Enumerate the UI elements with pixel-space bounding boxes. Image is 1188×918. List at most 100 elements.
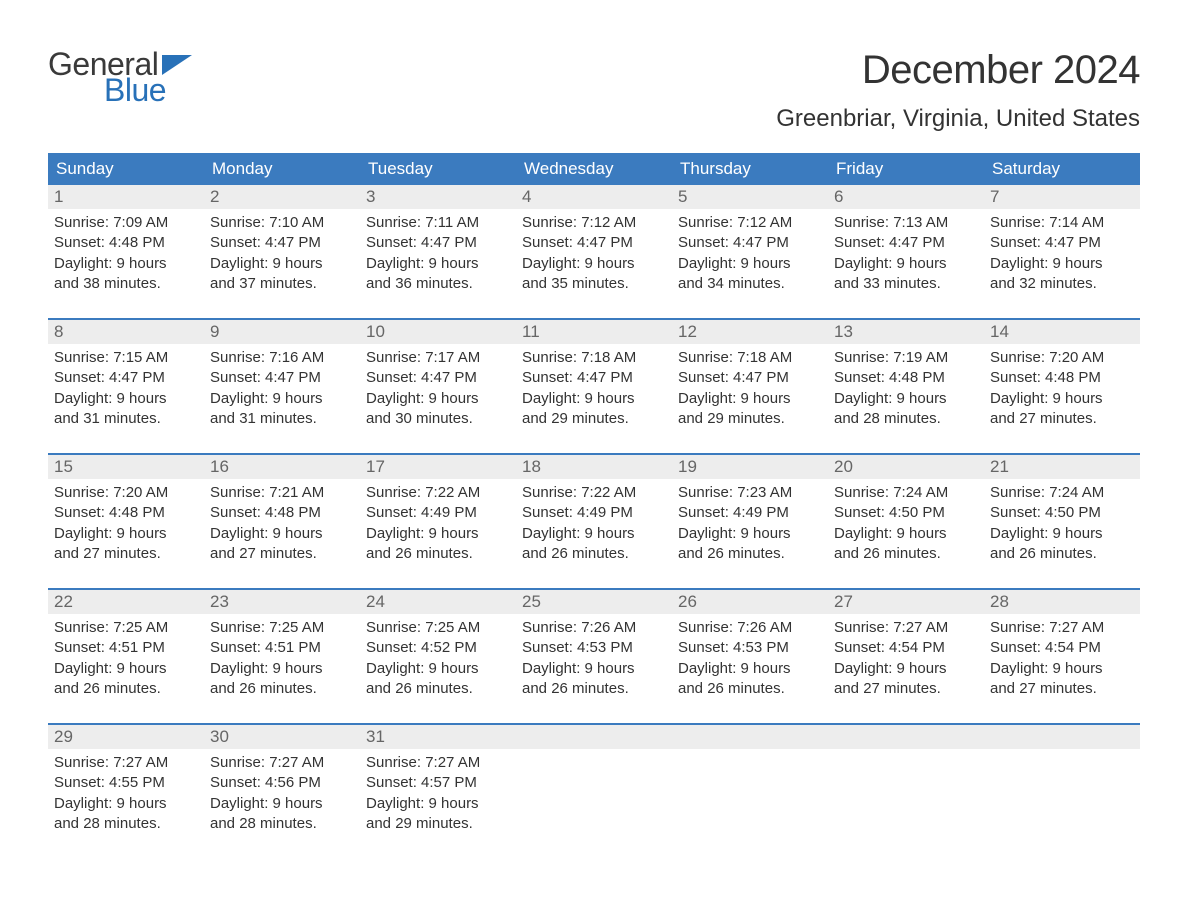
daylight-text-1: Daylight: 9 hours	[522, 389, 666, 409]
daylight-text-2: and 27 minutes.	[834, 679, 978, 699]
sunset-text: Sunset: 4:56 PM	[210, 773, 354, 793]
sunset-text: Sunset: 4:54 PM	[834, 638, 978, 658]
calendar-week: 293031Sunrise: 7:27 AMSunset: 4:55 PMDay…	[48, 723, 1140, 840]
sunrise-text: Sunrise: 7:15 AM	[54, 348, 198, 368]
calendar-week: 15161718192021Sunrise: 7:20 AMSunset: 4:…	[48, 453, 1140, 570]
sunrise-text: Sunrise: 7:23 AM	[678, 483, 822, 503]
daylight-text-2: and 28 minutes.	[54, 814, 198, 834]
sunrise-text: Sunrise: 7:26 AM	[678, 618, 822, 638]
day-of-week-header: Sunday Monday Tuesday Wednesday Thursday…	[48, 153, 1140, 185]
sunrise-text: Sunrise: 7:14 AM	[990, 213, 1134, 233]
sunset-text: Sunset: 4:47 PM	[54, 368, 198, 388]
day-cell: Sunrise: 7:17 AMSunset: 4:47 PMDaylight:…	[360, 344, 516, 435]
daylight-text-2: and 36 minutes.	[366, 274, 510, 294]
month-title: December 2024	[776, 48, 1140, 93]
sunrise-text: Sunrise: 7:13 AM	[834, 213, 978, 233]
daylight-text-1: Daylight: 9 hours	[990, 524, 1134, 544]
daylight-text-1: Daylight: 9 hours	[54, 389, 198, 409]
daylight-text-2: and 29 minutes.	[678, 409, 822, 429]
daylight-text-1: Daylight: 9 hours	[366, 524, 510, 544]
sunset-text: Sunset: 4:47 PM	[210, 233, 354, 253]
sunrise-text: Sunrise: 7:27 AM	[54, 753, 198, 773]
daylight-text-1: Daylight: 9 hours	[522, 254, 666, 274]
daylight-text-1: Daylight: 9 hours	[210, 254, 354, 274]
daylight-text-2: and 26 minutes.	[366, 679, 510, 699]
sunrise-text: Sunrise: 7:17 AM	[366, 348, 510, 368]
dow-saturday: Saturday	[984, 153, 1140, 185]
day-number: 4	[516, 185, 672, 209]
daylight-text-1: Daylight: 9 hours	[834, 389, 978, 409]
day-cell	[672, 749, 828, 840]
day-number: 11	[516, 320, 672, 344]
day-number: 28	[984, 590, 1140, 614]
day-number: 10	[360, 320, 516, 344]
sunrise-text: Sunrise: 7:18 AM	[522, 348, 666, 368]
sunset-text: Sunset: 4:48 PM	[990, 368, 1134, 388]
day-number: 18	[516, 455, 672, 479]
daylight-text-2: and 33 minutes.	[834, 274, 978, 294]
daylight-text-1: Daylight: 9 hours	[366, 794, 510, 814]
day-cell: Sunrise: 7:27 AMSunset: 4:54 PMDaylight:…	[984, 614, 1140, 705]
sunrise-text: Sunrise: 7:27 AM	[834, 618, 978, 638]
day-number: 25	[516, 590, 672, 614]
sunset-text: Sunset: 4:48 PM	[210, 503, 354, 523]
daylight-text-2: and 26 minutes.	[366, 544, 510, 564]
day-number: 13	[828, 320, 984, 344]
daylight-text-2: and 34 minutes.	[678, 274, 822, 294]
sunset-text: Sunset: 4:53 PM	[522, 638, 666, 658]
daylight-text-2: and 29 minutes.	[366, 814, 510, 834]
sunrise-text: Sunrise: 7:12 AM	[678, 213, 822, 233]
sunrise-text: Sunrise: 7:22 AM	[522, 483, 666, 503]
daylight-text-2: and 26 minutes.	[54, 679, 198, 699]
day-number: 16	[204, 455, 360, 479]
sunset-text: Sunset: 4:51 PM	[210, 638, 354, 658]
logo-text-blue: Blue	[104, 74, 192, 106]
sunset-text: Sunset: 4:47 PM	[834, 233, 978, 253]
day-number: 27	[828, 590, 984, 614]
daylight-text-2: and 26 minutes.	[522, 544, 666, 564]
page-header: General Blue December 2024 Greenbriar, V…	[48, 48, 1140, 145]
day-cell: Sunrise: 7:10 AMSunset: 4:47 PMDaylight:…	[204, 209, 360, 300]
day-number: 5	[672, 185, 828, 209]
sunset-text: Sunset: 4:47 PM	[366, 368, 510, 388]
daylight-text-1: Daylight: 9 hours	[210, 794, 354, 814]
sunset-text: Sunset: 4:48 PM	[54, 503, 198, 523]
day-number: 31	[360, 725, 516, 749]
day-cell	[984, 749, 1140, 840]
sunrise-text: Sunrise: 7:24 AM	[990, 483, 1134, 503]
sunset-text: Sunset: 4:57 PM	[366, 773, 510, 793]
dow-thursday: Thursday	[672, 153, 828, 185]
day-number: 1	[48, 185, 204, 209]
day-cell: Sunrise: 7:27 AMSunset: 4:57 PMDaylight:…	[360, 749, 516, 840]
day-cell: Sunrise: 7:13 AMSunset: 4:47 PMDaylight:…	[828, 209, 984, 300]
day-number: 9	[204, 320, 360, 344]
day-cell: Sunrise: 7:11 AMSunset: 4:47 PMDaylight:…	[360, 209, 516, 300]
sunrise-text: Sunrise: 7:16 AM	[210, 348, 354, 368]
day-cell: Sunrise: 7:27 AMSunset: 4:54 PMDaylight:…	[828, 614, 984, 705]
dow-monday: Monday	[204, 153, 360, 185]
sunrise-text: Sunrise: 7:20 AM	[990, 348, 1134, 368]
day-cell: Sunrise: 7:25 AMSunset: 4:51 PMDaylight:…	[48, 614, 204, 705]
daylight-text-1: Daylight: 9 hours	[210, 524, 354, 544]
daylight-text-1: Daylight: 9 hours	[210, 389, 354, 409]
daylight-text-1: Daylight: 9 hours	[990, 659, 1134, 679]
brand-logo: General Blue	[48, 48, 192, 106]
sunrise-text: Sunrise: 7:26 AM	[522, 618, 666, 638]
day-cell: Sunrise: 7:23 AMSunset: 4:49 PMDaylight:…	[672, 479, 828, 570]
daylight-text-2: and 31 minutes.	[54, 409, 198, 429]
calendar-week: 1234567Sunrise: 7:09 AMSunset: 4:48 PMDa…	[48, 185, 1140, 300]
sunset-text: Sunset: 4:54 PM	[990, 638, 1134, 658]
day-cell: Sunrise: 7:14 AMSunset: 4:47 PMDaylight:…	[984, 209, 1140, 300]
daylight-text-1: Daylight: 9 hours	[678, 659, 822, 679]
daylight-text-2: and 29 minutes.	[522, 409, 666, 429]
calendar-week: 891011121314Sunrise: 7:15 AMSunset: 4:47…	[48, 318, 1140, 435]
location-subtitle: Greenbriar, Virginia, United States	[776, 105, 1140, 133]
sunset-text: Sunset: 4:48 PM	[54, 233, 198, 253]
sunset-text: Sunset: 4:49 PM	[678, 503, 822, 523]
day-number: 26	[672, 590, 828, 614]
sunrise-text: Sunrise: 7:10 AM	[210, 213, 354, 233]
day-cell: Sunrise: 7:18 AMSunset: 4:47 PMDaylight:…	[672, 344, 828, 435]
day-number: 15	[48, 455, 204, 479]
daylight-text-2: and 30 minutes.	[366, 409, 510, 429]
sunset-text: Sunset: 4:47 PM	[522, 233, 666, 253]
